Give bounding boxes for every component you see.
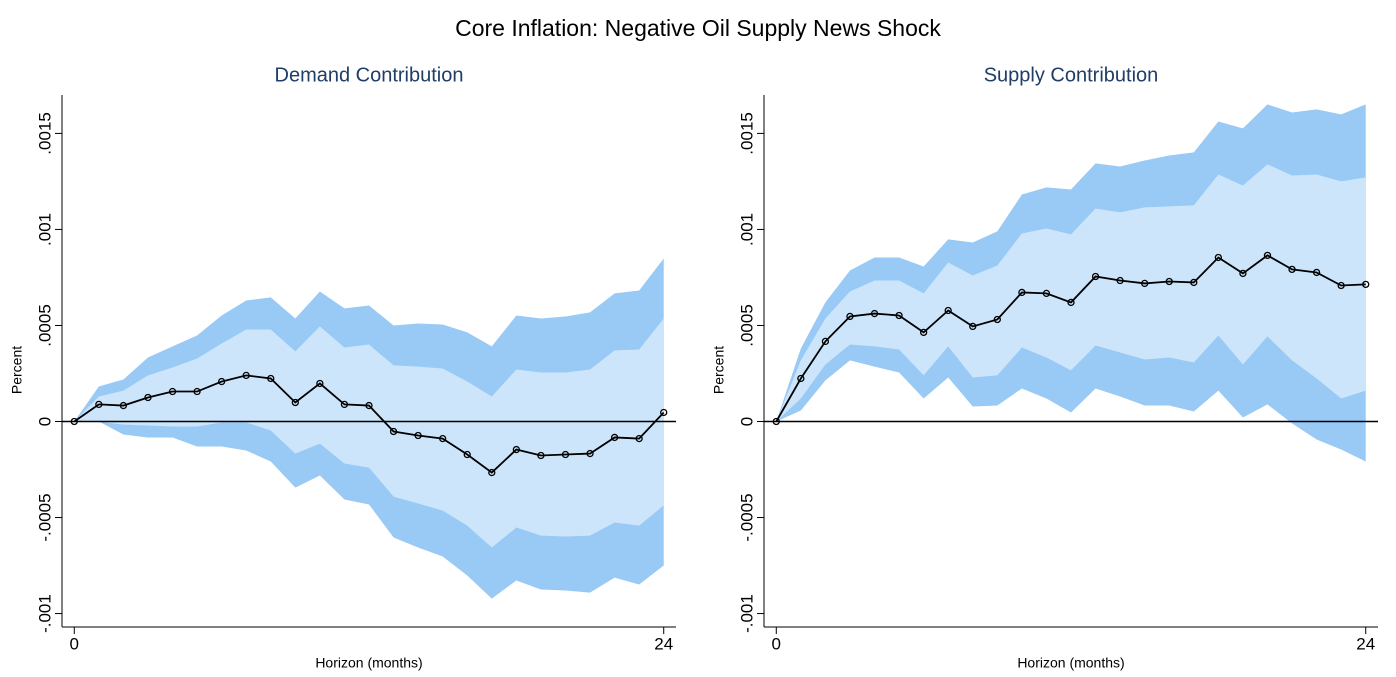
series-marker xyxy=(168,387,177,396)
series-marker xyxy=(1214,253,1223,262)
y-tick-label: -.001 xyxy=(35,594,54,633)
series-marker xyxy=(144,393,152,402)
y-tick-label: .0015 xyxy=(737,112,756,155)
series-marker xyxy=(821,337,830,346)
series-marker xyxy=(1263,251,1272,260)
series-marker xyxy=(1288,265,1296,274)
series-marker xyxy=(1362,280,1370,289)
x-axis-label: Horizon (months) xyxy=(315,655,422,671)
series-marker xyxy=(95,400,103,409)
series-marker xyxy=(1312,268,1321,277)
confidence-band xyxy=(74,318,664,548)
series-marker xyxy=(1337,281,1345,290)
series-marker xyxy=(610,433,619,442)
series-marker xyxy=(389,427,398,436)
series-marker xyxy=(217,377,226,386)
series-marker xyxy=(772,417,780,426)
series-marker xyxy=(1091,272,1100,281)
series-marker xyxy=(512,445,521,454)
series-marker xyxy=(944,306,952,315)
series-marker xyxy=(242,371,250,380)
x-tick-label: 24 xyxy=(1356,634,1375,653)
y-tick-label: -.0005 xyxy=(35,493,54,541)
series-marker xyxy=(635,434,643,443)
y-tick-label: 0 xyxy=(35,417,54,426)
series-marker xyxy=(895,311,903,320)
series-marker xyxy=(660,408,668,417)
series-marker xyxy=(1165,277,1173,286)
series-marker xyxy=(586,449,594,458)
series-marker xyxy=(291,398,299,407)
series-marker xyxy=(993,315,1001,324)
y-axis-label: Percent xyxy=(9,346,25,394)
series-marker xyxy=(414,431,422,440)
series-marker xyxy=(1190,278,1198,287)
y-tick-label: .0005 xyxy=(35,304,54,347)
y-tick-label: .0005 xyxy=(737,304,756,347)
series-marker xyxy=(193,387,201,396)
y-tick-label: -.001 xyxy=(737,594,756,633)
y-tick-label: .001 xyxy=(35,213,54,246)
x-tick-label: 24 xyxy=(654,634,673,653)
series-marker xyxy=(365,401,373,410)
series-marker xyxy=(846,312,854,321)
series-marker xyxy=(919,328,928,337)
y-tick-label: .001 xyxy=(737,213,756,246)
series-marker xyxy=(1042,289,1051,298)
x-tick-label: 0 xyxy=(70,634,79,653)
series-marker xyxy=(1141,279,1149,288)
series-marker xyxy=(537,451,545,460)
series-line xyxy=(73,374,665,474)
y-tick-label: -.0005 xyxy=(737,493,756,541)
series-marker xyxy=(439,434,447,443)
x-axis-label: Horizon (months) xyxy=(1017,655,1124,671)
series-marker xyxy=(463,450,471,459)
panel-title: Supply Contribution xyxy=(984,64,1159,86)
y-axis-label: Percent xyxy=(711,346,727,394)
series-marker xyxy=(488,468,496,477)
series-marker xyxy=(267,374,275,383)
y-tick-label: .0015 xyxy=(35,112,54,155)
series-marker xyxy=(316,379,324,388)
figure-title: Core Inflation: Negative Oil Supply News… xyxy=(455,15,941,41)
x-tick-label: 0 xyxy=(772,634,781,653)
series-marker xyxy=(1067,298,1075,307)
series-marker xyxy=(969,322,977,331)
series-marker xyxy=(797,374,805,383)
y-tick-label: 0 xyxy=(737,417,756,426)
series-marker xyxy=(1116,276,1124,285)
series-marker xyxy=(561,450,570,459)
series-marker xyxy=(870,309,879,318)
series-line xyxy=(775,254,1366,422)
confidence-band xyxy=(776,164,1366,422)
series-marker xyxy=(1239,269,1247,278)
panel-title: Demand Contribution xyxy=(275,64,464,86)
series-marker xyxy=(340,400,349,409)
series-marker xyxy=(1018,288,1026,297)
series-marker xyxy=(70,417,78,426)
series-marker xyxy=(119,401,128,410)
